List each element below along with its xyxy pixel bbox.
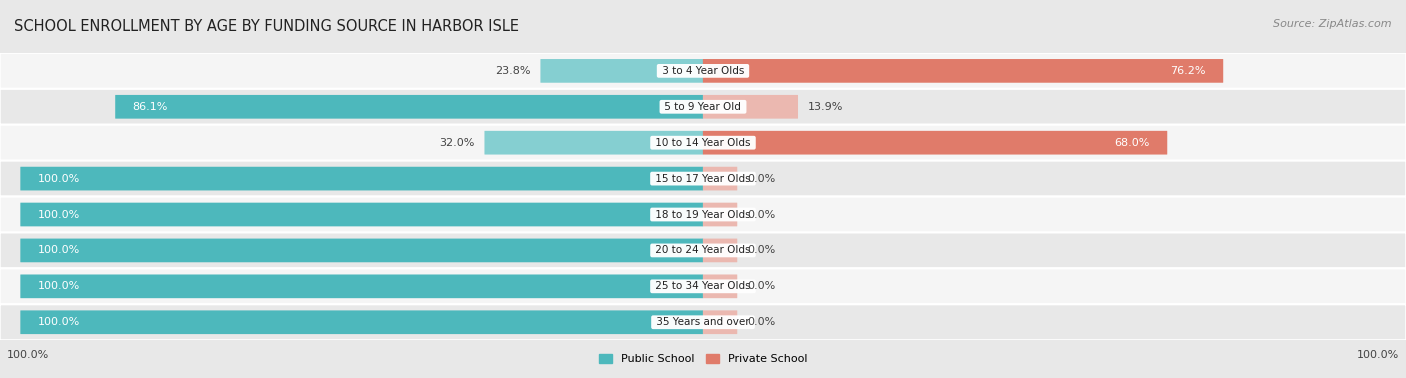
FancyBboxPatch shape [0,232,1406,268]
Text: 13.9%: 13.9% [808,102,844,112]
FancyBboxPatch shape [0,268,1406,304]
FancyBboxPatch shape [703,59,1223,83]
FancyBboxPatch shape [703,203,737,226]
FancyBboxPatch shape [0,304,1406,340]
FancyBboxPatch shape [485,131,703,155]
Text: 100.0%: 100.0% [1357,350,1399,360]
Text: 15 to 17 Year Olds: 15 to 17 Year Olds [652,174,754,184]
FancyBboxPatch shape [703,310,737,334]
FancyBboxPatch shape [115,95,703,119]
FancyBboxPatch shape [20,203,703,226]
Text: 20 to 24 Year Olds: 20 to 24 Year Olds [652,245,754,256]
FancyBboxPatch shape [0,125,1406,161]
Text: 10 to 14 Year Olds: 10 to 14 Year Olds [652,138,754,148]
FancyBboxPatch shape [540,59,703,83]
Text: 100.0%: 100.0% [38,281,80,291]
FancyBboxPatch shape [0,89,1406,125]
Text: 100.0%: 100.0% [38,317,80,327]
FancyBboxPatch shape [703,239,737,262]
Text: 3 to 4 Year Olds: 3 to 4 Year Olds [658,66,748,76]
Text: 5 to 9 Year Old: 5 to 9 Year Old [661,102,745,112]
Text: 0.0%: 0.0% [748,245,776,256]
Text: 76.2%: 76.2% [1171,66,1206,76]
Text: 32.0%: 32.0% [439,138,474,148]
Text: SCHOOL ENROLLMENT BY AGE BY FUNDING SOURCE IN HARBOR ISLE: SCHOOL ENROLLMENT BY AGE BY FUNDING SOUR… [14,19,519,34]
FancyBboxPatch shape [703,95,799,119]
Text: 0.0%: 0.0% [748,174,776,184]
Text: 0.0%: 0.0% [748,281,776,291]
Text: 100.0%: 100.0% [38,245,80,256]
FancyBboxPatch shape [20,310,703,334]
Text: 86.1%: 86.1% [132,102,167,112]
FancyBboxPatch shape [0,161,1406,197]
Text: 100.0%: 100.0% [38,209,80,220]
FancyBboxPatch shape [703,131,1167,155]
Text: 0.0%: 0.0% [748,317,776,327]
Text: 25 to 34 Year Olds: 25 to 34 Year Olds [652,281,754,291]
FancyBboxPatch shape [0,53,1406,89]
Text: 23.8%: 23.8% [495,66,530,76]
Text: 100.0%: 100.0% [38,174,80,184]
Text: 100.0%: 100.0% [7,350,49,360]
Text: 35 Years and over: 35 Years and over [652,317,754,327]
Text: 0.0%: 0.0% [748,209,776,220]
FancyBboxPatch shape [703,274,737,298]
FancyBboxPatch shape [20,239,703,262]
Text: 18 to 19 Year Olds: 18 to 19 Year Olds [652,209,754,220]
Text: Source: ZipAtlas.com: Source: ZipAtlas.com [1274,19,1392,29]
FancyBboxPatch shape [20,274,703,298]
Text: 68.0%: 68.0% [1115,138,1150,148]
FancyBboxPatch shape [20,167,703,191]
Legend: Public School, Private School: Public School, Private School [595,349,811,369]
FancyBboxPatch shape [703,167,737,191]
FancyBboxPatch shape [0,197,1406,232]
